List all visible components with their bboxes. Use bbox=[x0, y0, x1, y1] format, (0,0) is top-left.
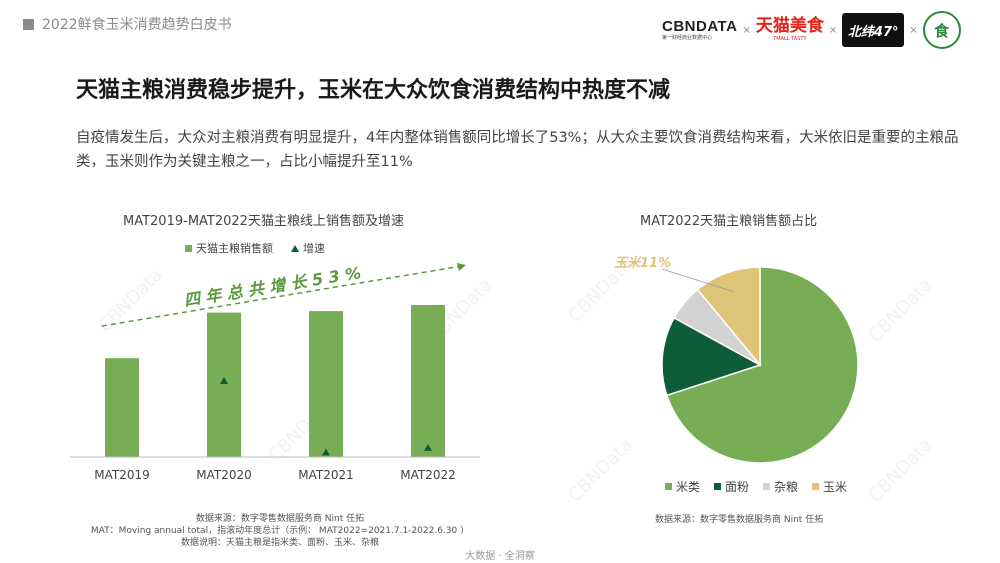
legend-swatch-sales bbox=[185, 244, 192, 252]
cbndata-logo-text: CBNDATA bbox=[662, 18, 738, 35]
pie-legend-label: 面粉 bbox=[725, 480, 750, 494]
x-tick-label: MAT2020 bbox=[196, 468, 252, 482]
beiwei47-logo: 北纬47° bbox=[842, 13, 905, 47]
bar-chart-title: MAT2019-MAT2022天猫主粮线上销售额及增速 bbox=[123, 214, 404, 229]
pie-legend-label: 杂粮 bbox=[774, 480, 799, 494]
pie-chart-legend: 米类 面粉 杂粮 玉米 bbox=[665, 478, 847, 495]
pie-callout-label: 玉米11% bbox=[614, 255, 671, 271]
source-line: MAT：Moving annual total，指滚动年度总计（示例： MAT2… bbox=[90, 526, 470, 536]
bar-chart-source: 数据来源：数字零售数据服务商 Nint 任拓 MAT：Moving annual… bbox=[60, 513, 500, 549]
legend-label-sales: 天猫主粮销售额 bbox=[196, 242, 273, 255]
pie-legend-label: 玉米 bbox=[823, 480, 848, 494]
growth-arrow-head bbox=[457, 263, 466, 271]
pie-legend-item: 玉米 bbox=[812, 478, 847, 495]
sales-bar bbox=[207, 312, 241, 457]
header-marker bbox=[23, 19, 34, 30]
legend-label-growth: 增速 bbox=[303, 242, 325, 255]
sales-bar bbox=[411, 305, 445, 457]
pie-legend-item: 面粉 bbox=[714, 478, 749, 495]
page-title: 天猫主粮消费稳步提升，玉米在大众饮食消费结构中热度不减 bbox=[76, 78, 671, 103]
pie-chart-title: MAT2022天猫主粮销售额占比 bbox=[640, 214, 818, 229]
pie-slice bbox=[661, 316, 762, 397]
pie-chart-source: 数据来源：数字零售数据服务商 Nint 任拓 bbox=[655, 515, 824, 525]
growth-marker bbox=[424, 443, 432, 451]
pie-legend-item: 杂粮 bbox=[763, 478, 798, 495]
bar-chart: 四 年 总 共 增 长 5 3 %MAT2019 MAT2020 MAT2021 MA… bbox=[70, 263, 480, 482]
partner-logos: CBNDATA 第一财经商业数据中心 × 天猫美食 TMALL TASTY × … bbox=[662, 10, 961, 50]
growth-marker bbox=[220, 377, 228, 385]
source-line: 数据说明：天猫主粮是指米类、面粉、玉米、杂粮 bbox=[180, 538, 379, 548]
pie-legend-item: 米类 bbox=[665, 478, 700, 495]
growth-marker bbox=[322, 448, 330, 456]
tmall-tasty-logo: 天猫美食 TMALL TASTY bbox=[756, 18, 824, 42]
x-tick-label: MAT2021 bbox=[298, 468, 354, 482]
x-tick-label: MAT2022 bbox=[400, 468, 456, 482]
cbndata-logo-subtext: 第一财经商业数据中心 bbox=[662, 35, 713, 41]
tmall-logo-subtext: TMALL TASTY bbox=[773, 36, 807, 42]
pie-callout-line bbox=[661, 268, 734, 292]
sales-bar bbox=[105, 358, 139, 457]
cbndata-logo: CBNDATA 第一财经商业数据中心 bbox=[662, 19, 737, 41]
pie-slice bbox=[696, 266, 761, 368]
pie-chart: 玉米11% bbox=[614, 255, 859, 464]
tmall-logo-text: 天猫美食 bbox=[755, 16, 824, 36]
food-seal-logo: 食 bbox=[922, 11, 961, 49]
logo-separator: × bbox=[909, 24, 918, 36]
report-title: 2022鲜食玉米消费趋势白皮书 bbox=[42, 17, 232, 33]
page-footer: 大数据 · 全洞察 bbox=[465, 551, 535, 562]
sales-bar bbox=[309, 311, 343, 457]
source-line: 数据来源：数字零售数据服务商 Nint 任拓 bbox=[195, 514, 365, 524]
food-seal-logo-text: 食 bbox=[934, 21, 950, 40]
logo-separator: × bbox=[742, 24, 751, 36]
summary-text: 自疫情发生后，大众对主粮消费有明显提升，4年内整体销售额同比增长了53%；从大众… bbox=[76, 130, 959, 170]
growth-arrow-line bbox=[101, 265, 463, 327]
legend-swatch-growth bbox=[291, 244, 299, 252]
pie-legend-label: 米类 bbox=[676, 480, 701, 494]
pie-slice bbox=[665, 266, 859, 464]
x-tick-label: MAT2019 bbox=[94, 468, 150, 482]
logo-separator: × bbox=[828, 24, 838, 36]
beiwei47-logo-text: 北纬47° bbox=[847, 24, 899, 40]
bar-chart-legend: 天猫主粮销售额 增速 bbox=[185, 240, 325, 256]
